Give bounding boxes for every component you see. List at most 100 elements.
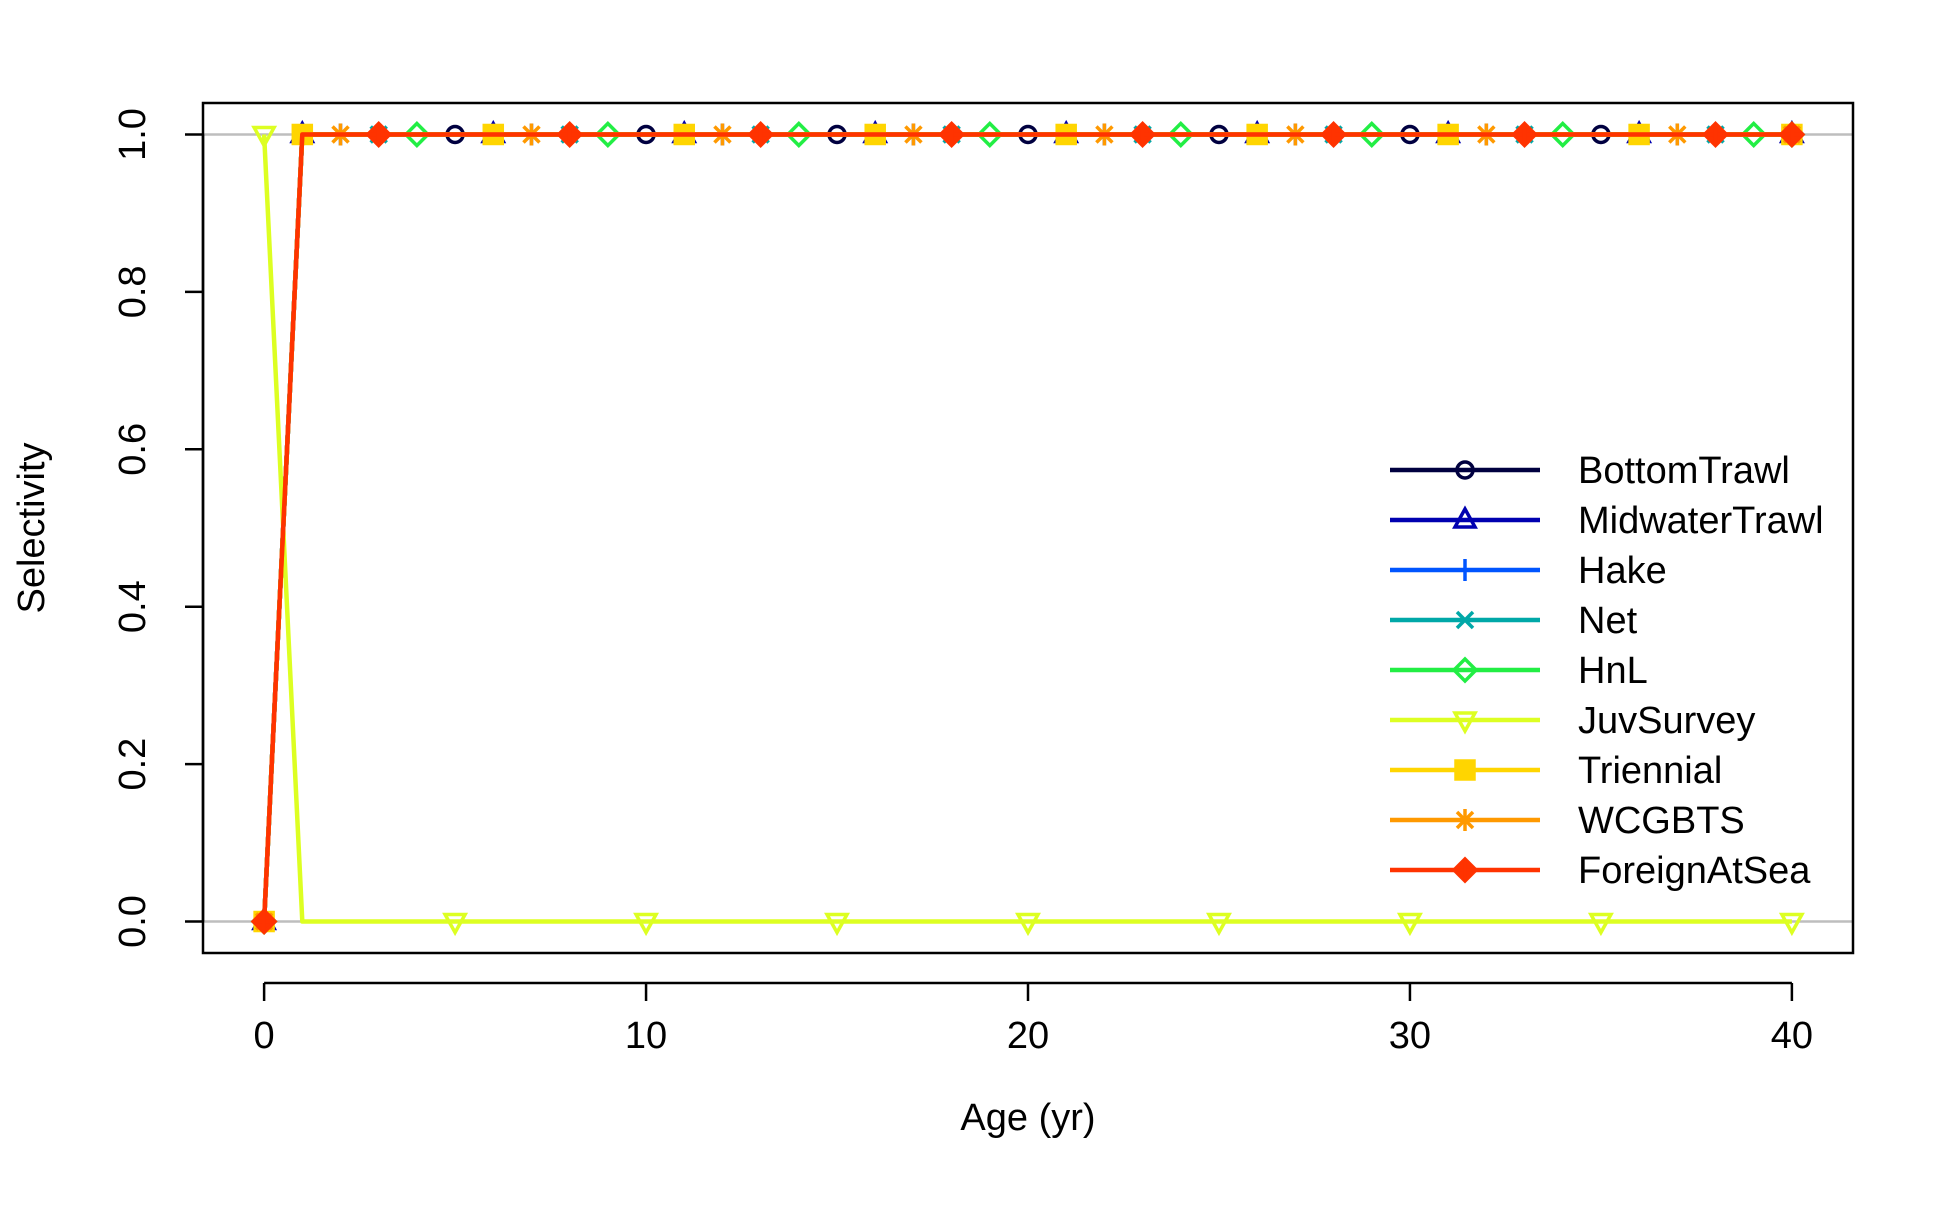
y-tick-label: 0.0 bbox=[112, 895, 154, 948]
data-point bbox=[938, 121, 966, 148]
legend-label: BottomTrawl bbox=[1578, 450, 1790, 492]
legend-label: WCGBTS bbox=[1578, 800, 1745, 842]
series-line bbox=[261, 132, 1792, 922]
y-tick-label: 0.4 bbox=[112, 580, 154, 633]
data-point-shape bbox=[976, 121, 1004, 148]
data-point bbox=[250, 908, 278, 935]
legend-marker bbox=[1452, 505, 1478, 529]
x-tick-label: 10 bbox=[625, 1015, 667, 1057]
y-tick-label: 0.2 bbox=[112, 738, 154, 791]
data-point bbox=[824, 912, 851, 937]
series-WCGBTS bbox=[253, 123, 1803, 933]
legend-marker bbox=[1454, 759, 1476, 781]
data-point-shape bbox=[1778, 912, 1805, 937]
data-point bbox=[556, 121, 584, 148]
legend-label: Net bbox=[1578, 600, 1638, 642]
legend-marker-shape bbox=[1451, 656, 1479, 684]
legend-label: ForeignAtSea bbox=[1578, 850, 1811, 892]
data-point-shape bbox=[1167, 121, 1195, 148]
data-point bbox=[747, 121, 775, 148]
legend-marker bbox=[1455, 610, 1475, 630]
legend-marker bbox=[1451, 856, 1479, 884]
data-point-shape bbox=[1205, 912, 1232, 937]
data-point bbox=[1396, 912, 1423, 937]
x-axis: 0 10 20 30 40 bbox=[254, 981, 1813, 1057]
data-point-shape bbox=[785, 121, 813, 148]
series-MidwaterTrawl bbox=[251, 119, 1805, 931]
legend-label: Triennial bbox=[1578, 750, 1722, 792]
legend-item-ForeignAtSea: ForeignAtSea bbox=[1390, 850, 1811, 892]
legend-label: HnL bbox=[1578, 650, 1648, 692]
data-point bbox=[251, 125, 278, 150]
x-axis-label: Age (yr) bbox=[960, 1097, 1095, 1139]
data-point bbox=[442, 912, 469, 937]
data-point-shape bbox=[1549, 121, 1577, 148]
data-point bbox=[365, 121, 393, 148]
y-tick-label: 0.8 bbox=[112, 265, 154, 318]
series-layer bbox=[250, 119, 1806, 937]
legend: BottomTrawl MidwaterTrawl Hake Net HnL JuvSur… bbox=[1390, 450, 1824, 892]
legend-marker bbox=[1451, 656, 1479, 684]
data-point-shape bbox=[442, 912, 469, 937]
series-line bbox=[261, 132, 1792, 922]
data-point bbox=[785, 121, 813, 148]
series-JuvSurvey bbox=[251, 125, 1805, 937]
x-tick-label: 40 bbox=[1771, 1015, 1813, 1057]
y-tick-label: 0.6 bbox=[112, 423, 154, 476]
series-HnL bbox=[250, 121, 1806, 935]
series-line bbox=[261, 134, 1792, 924]
data-point bbox=[976, 121, 1004, 148]
legend-item-Net: Net bbox=[1390, 600, 1638, 642]
legend-item-Hake: Hake bbox=[1390, 550, 1667, 592]
legend-item-MidwaterTrawl: MidwaterTrawl bbox=[1390, 500, 1824, 542]
data-point bbox=[1549, 121, 1577, 148]
y-axis: 0.0 0.2 0.4 0.6 0.8 1.0 bbox=[112, 108, 205, 948]
data-point-shape bbox=[633, 912, 660, 937]
data-point bbox=[1205, 912, 1232, 937]
data-point bbox=[1358, 121, 1386, 148]
x-tick-label: 30 bbox=[1389, 1015, 1431, 1057]
legend-marker-stroke bbox=[1455, 810, 1475, 830]
data-point bbox=[594, 121, 622, 148]
legend-marker bbox=[1455, 460, 1475, 480]
y-axis-label: Selectivity bbox=[11, 442, 53, 613]
data-point bbox=[1129, 121, 1157, 148]
legend-item-BottomTrawl: BottomTrawl bbox=[1390, 450, 1790, 492]
data-point bbox=[1015, 912, 1041, 937]
legend-label: MidwaterTrawl bbox=[1578, 500, 1824, 542]
data-point-shape bbox=[403, 121, 431, 148]
y-tick-label: 1.0 bbox=[112, 108, 154, 161]
legend-marker bbox=[1454, 559, 1476, 581]
data-point-shape bbox=[1740, 121, 1768, 148]
series-line bbox=[261, 132, 1792, 922]
legend-item-Triennial: Triennial bbox=[1390, 750, 1722, 792]
data-point bbox=[403, 121, 431, 148]
legend-marker-shape bbox=[1452, 711, 1478, 735]
legend-item-HnL: HnL bbox=[1390, 650, 1648, 692]
data-point-shape bbox=[251, 125, 278, 150]
series-ForeignAtSea bbox=[250, 121, 1806, 935]
legend-item-WCGBTS: WCGBTS bbox=[1390, 800, 1745, 842]
legend-label: JuvSurvey bbox=[1578, 700, 1755, 742]
data-point bbox=[1778, 121, 1806, 148]
series-line bbox=[261, 132, 1792, 922]
data-point-shape bbox=[1587, 912, 1614, 937]
data-point bbox=[1167, 121, 1195, 148]
data-point-shape bbox=[824, 912, 851, 937]
data-point-shape bbox=[1396, 912, 1423, 937]
data-point bbox=[1320, 121, 1348, 148]
legend-label: Hake bbox=[1578, 550, 1667, 592]
series-BottomTrawl bbox=[254, 124, 1802, 932]
series-Net bbox=[254, 125, 1802, 931]
series-line bbox=[261, 132, 1792, 922]
data-point-shape bbox=[1358, 121, 1386, 148]
series-Triennial bbox=[253, 123, 1803, 933]
x-tick-label: 0 bbox=[254, 1015, 275, 1057]
series-line bbox=[261, 132, 1792, 922]
data-point-shape bbox=[1015, 912, 1041, 937]
legend-marker bbox=[1454, 809, 1476, 831]
legend-marker-shape bbox=[1455, 460, 1475, 480]
data-point bbox=[1511, 121, 1539, 148]
